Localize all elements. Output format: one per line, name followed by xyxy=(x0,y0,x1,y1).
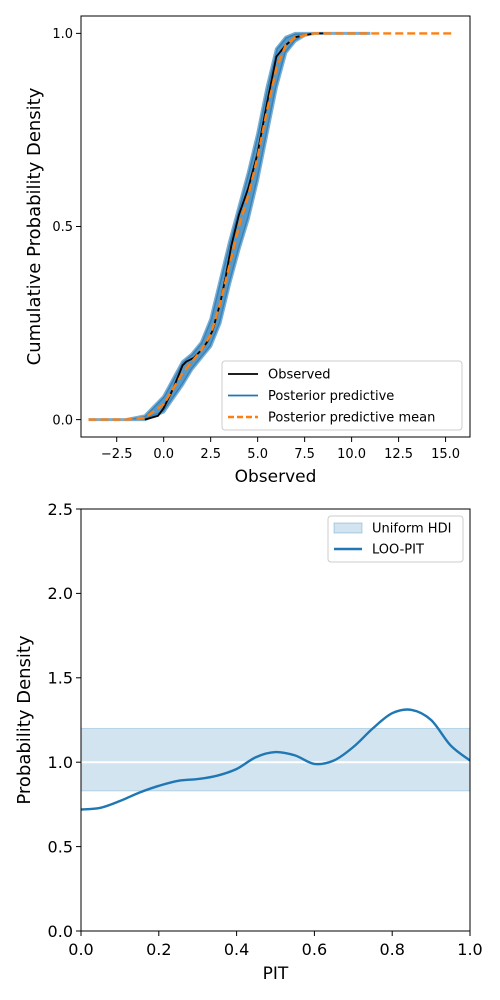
legend-posterior-predictive-mean-label: Posterior predictive mean xyxy=(268,411,435,426)
uniform-hdi-band xyxy=(81,727,470,792)
x-tick-label: 2.5 xyxy=(200,447,221,462)
y-axis-label: Cumulative Probability Density xyxy=(24,87,45,365)
x-tick-label: 0.0 xyxy=(153,447,174,462)
x-tick-label: 1.0 xyxy=(457,940,482,959)
legend: Observed Posterior predictive Posterior pr… xyxy=(221,360,463,431)
y-tick-label: 2.5 xyxy=(48,500,73,519)
legend-uniform-hdi-swatch xyxy=(333,522,363,534)
x-axis-label: Observed xyxy=(235,467,317,487)
x-tick-label: 0.0 xyxy=(68,940,93,959)
y-tick-label: 0.0 xyxy=(48,922,73,941)
y-tick-label: 0.5 xyxy=(52,220,73,235)
legend-uniform-hdi-label: Uniform HDI xyxy=(372,522,451,537)
axes-frame xyxy=(80,15,471,438)
x-tick-label: 12.5 xyxy=(384,447,413,462)
plot-area xyxy=(81,708,470,811)
x-tick-label: 10.0 xyxy=(337,447,366,462)
loo-pit-line xyxy=(81,708,470,811)
y-tick-label: 1.0 xyxy=(48,753,73,772)
x-tick-label: 7.5 xyxy=(294,447,315,462)
y-tick-label: 1.0 xyxy=(52,27,73,42)
legend-loo-pit-label: LOO-PIT xyxy=(372,543,424,558)
x-tick-label: 0.4 xyxy=(224,940,249,959)
y-axis-label: Probability Density xyxy=(14,635,35,805)
x-tick-label: −2.5 xyxy=(101,447,133,462)
y-tick-label: 0.5 xyxy=(48,837,73,856)
legend-box xyxy=(327,515,464,563)
x-tick-label: 0.8 xyxy=(379,940,404,959)
legend-observed-label: Observed xyxy=(268,368,331,383)
legend-posterior-predictive-label: Posterior predictive xyxy=(268,389,394,404)
x-tick-label: 0.2 xyxy=(146,940,171,959)
legend: Uniform HDI LOO-PIT xyxy=(327,515,464,563)
axes-frame xyxy=(80,508,471,932)
x-axis-label: PIT xyxy=(263,964,289,984)
plot-area xyxy=(88,31,452,422)
x-tick-label: 15.0 xyxy=(431,447,460,462)
posterior-predictive-mean-line xyxy=(88,32,452,421)
posterior-predictive-band xyxy=(88,31,371,422)
x-tick-label: 0.6 xyxy=(302,940,327,959)
legend-box xyxy=(221,360,463,431)
y-tick-label: 2.0 xyxy=(48,584,73,603)
y-tick-label: 0.0 xyxy=(52,413,73,428)
y-tick-label: 1.5 xyxy=(48,669,73,688)
x-tick-label: 5.0 xyxy=(247,447,268,462)
